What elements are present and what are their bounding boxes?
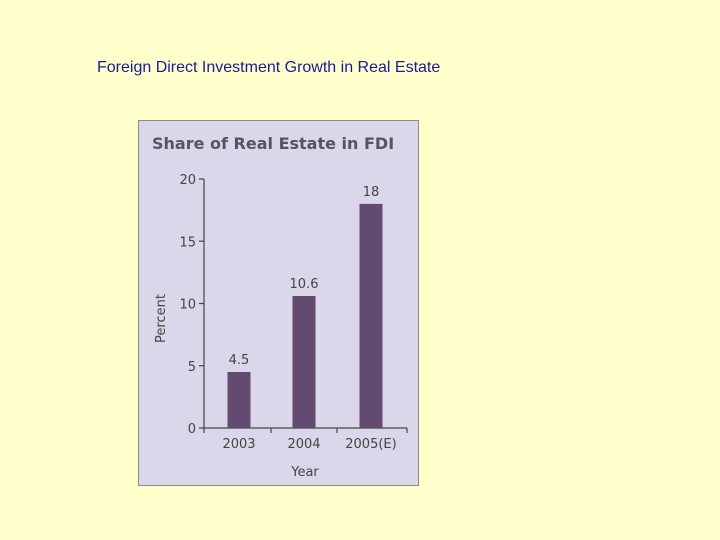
y-tick-label: 15 [179,235,196,250]
chart-bars [227,203,383,428]
data-labels: 4.5 10.6 18 [229,185,380,368]
bar-2004 [292,296,316,428]
data-label-2004: 10.6 [290,277,319,292]
y-tick-label: 5 [188,360,196,375]
x-axis-label: Year [290,465,319,480]
category-label-2004: 2004 [287,437,320,452]
y-axis-label: Percent [154,294,169,343]
chart-title: Share of Real Estate in FDI [152,134,394,153]
y-tick-label: 10 [179,298,196,313]
bar-chart: Share of Real Estate in FDI 0 5 10 15 20 4.5… [152,134,408,480]
page-title: Foreign Direct Investment Growth in Real… [97,59,441,76]
data-label-2003: 4.5 [229,353,250,368]
bar-2005(E) [359,203,383,428]
y-axis-ticks: 0 5 10 15 20 [179,173,408,437]
bar-2003 [227,371,251,428]
category-label-2005(E): 2005(E) [345,437,396,452]
y-tick-label: 0 [188,422,196,437]
category-label-2003: 2003 [222,437,255,452]
y-tick-label: 20 [179,173,196,188]
x-axis-categories: 2003 2004 2005(E) [222,437,396,452]
chart-panel: Share of Real Estate in FDI 0 5 10 15 20 4.5… [138,120,419,486]
data-label-2005(E): 18 [363,185,380,200]
